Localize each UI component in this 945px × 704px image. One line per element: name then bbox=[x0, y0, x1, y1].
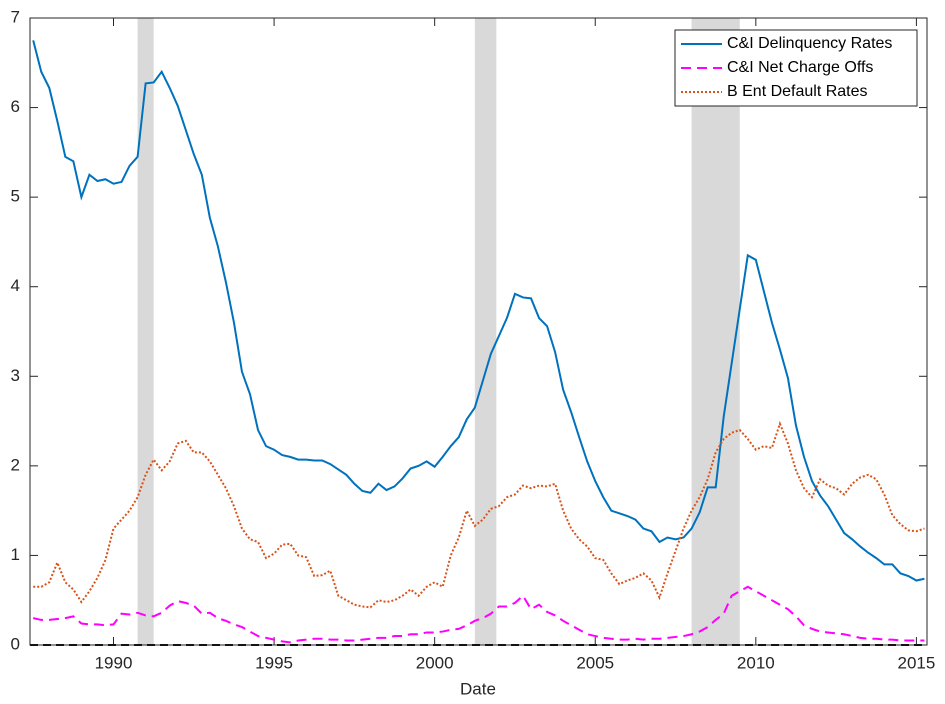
x-tick-label: 2000 bbox=[416, 653, 454, 672]
y-tick-label: 5 bbox=[11, 187, 20, 206]
legend-label: B Ent Default Rates bbox=[727, 83, 868, 100]
series-line bbox=[32, 585, 925, 644]
series-line bbox=[33, 420, 925, 609]
y-tick-label: 7 bbox=[11, 7, 20, 26]
y-tick-label: 2 bbox=[11, 455, 20, 474]
x-tick-label: 2010 bbox=[737, 653, 775, 672]
axes-box bbox=[29, 17, 928, 646]
x-tick-label: 2015 bbox=[897, 653, 935, 672]
shaded-period bbox=[691, 18, 740, 645]
x-tick-label: 1995 bbox=[255, 653, 293, 672]
series-line bbox=[32, 40, 925, 582]
y-tick-label: 4 bbox=[11, 276, 20, 295]
y-tick-label: 1 bbox=[11, 545, 20, 564]
x-axis-label: Date bbox=[460, 679, 496, 698]
legend-label: C&I Delinquency Rates bbox=[727, 35, 892, 52]
shaded-period bbox=[474, 18, 497, 645]
x-tick-label: 2005 bbox=[576, 653, 614, 672]
x-tick-label: 1990 bbox=[95, 653, 133, 672]
y-tick-label: 3 bbox=[11, 366, 20, 385]
y-tick-label: 0 bbox=[11, 634, 20, 653]
shaded-period bbox=[137, 18, 154, 645]
y-tick-label: 6 bbox=[11, 97, 20, 116]
legend-label: C&I Net Charge Offs bbox=[727, 59, 873, 76]
